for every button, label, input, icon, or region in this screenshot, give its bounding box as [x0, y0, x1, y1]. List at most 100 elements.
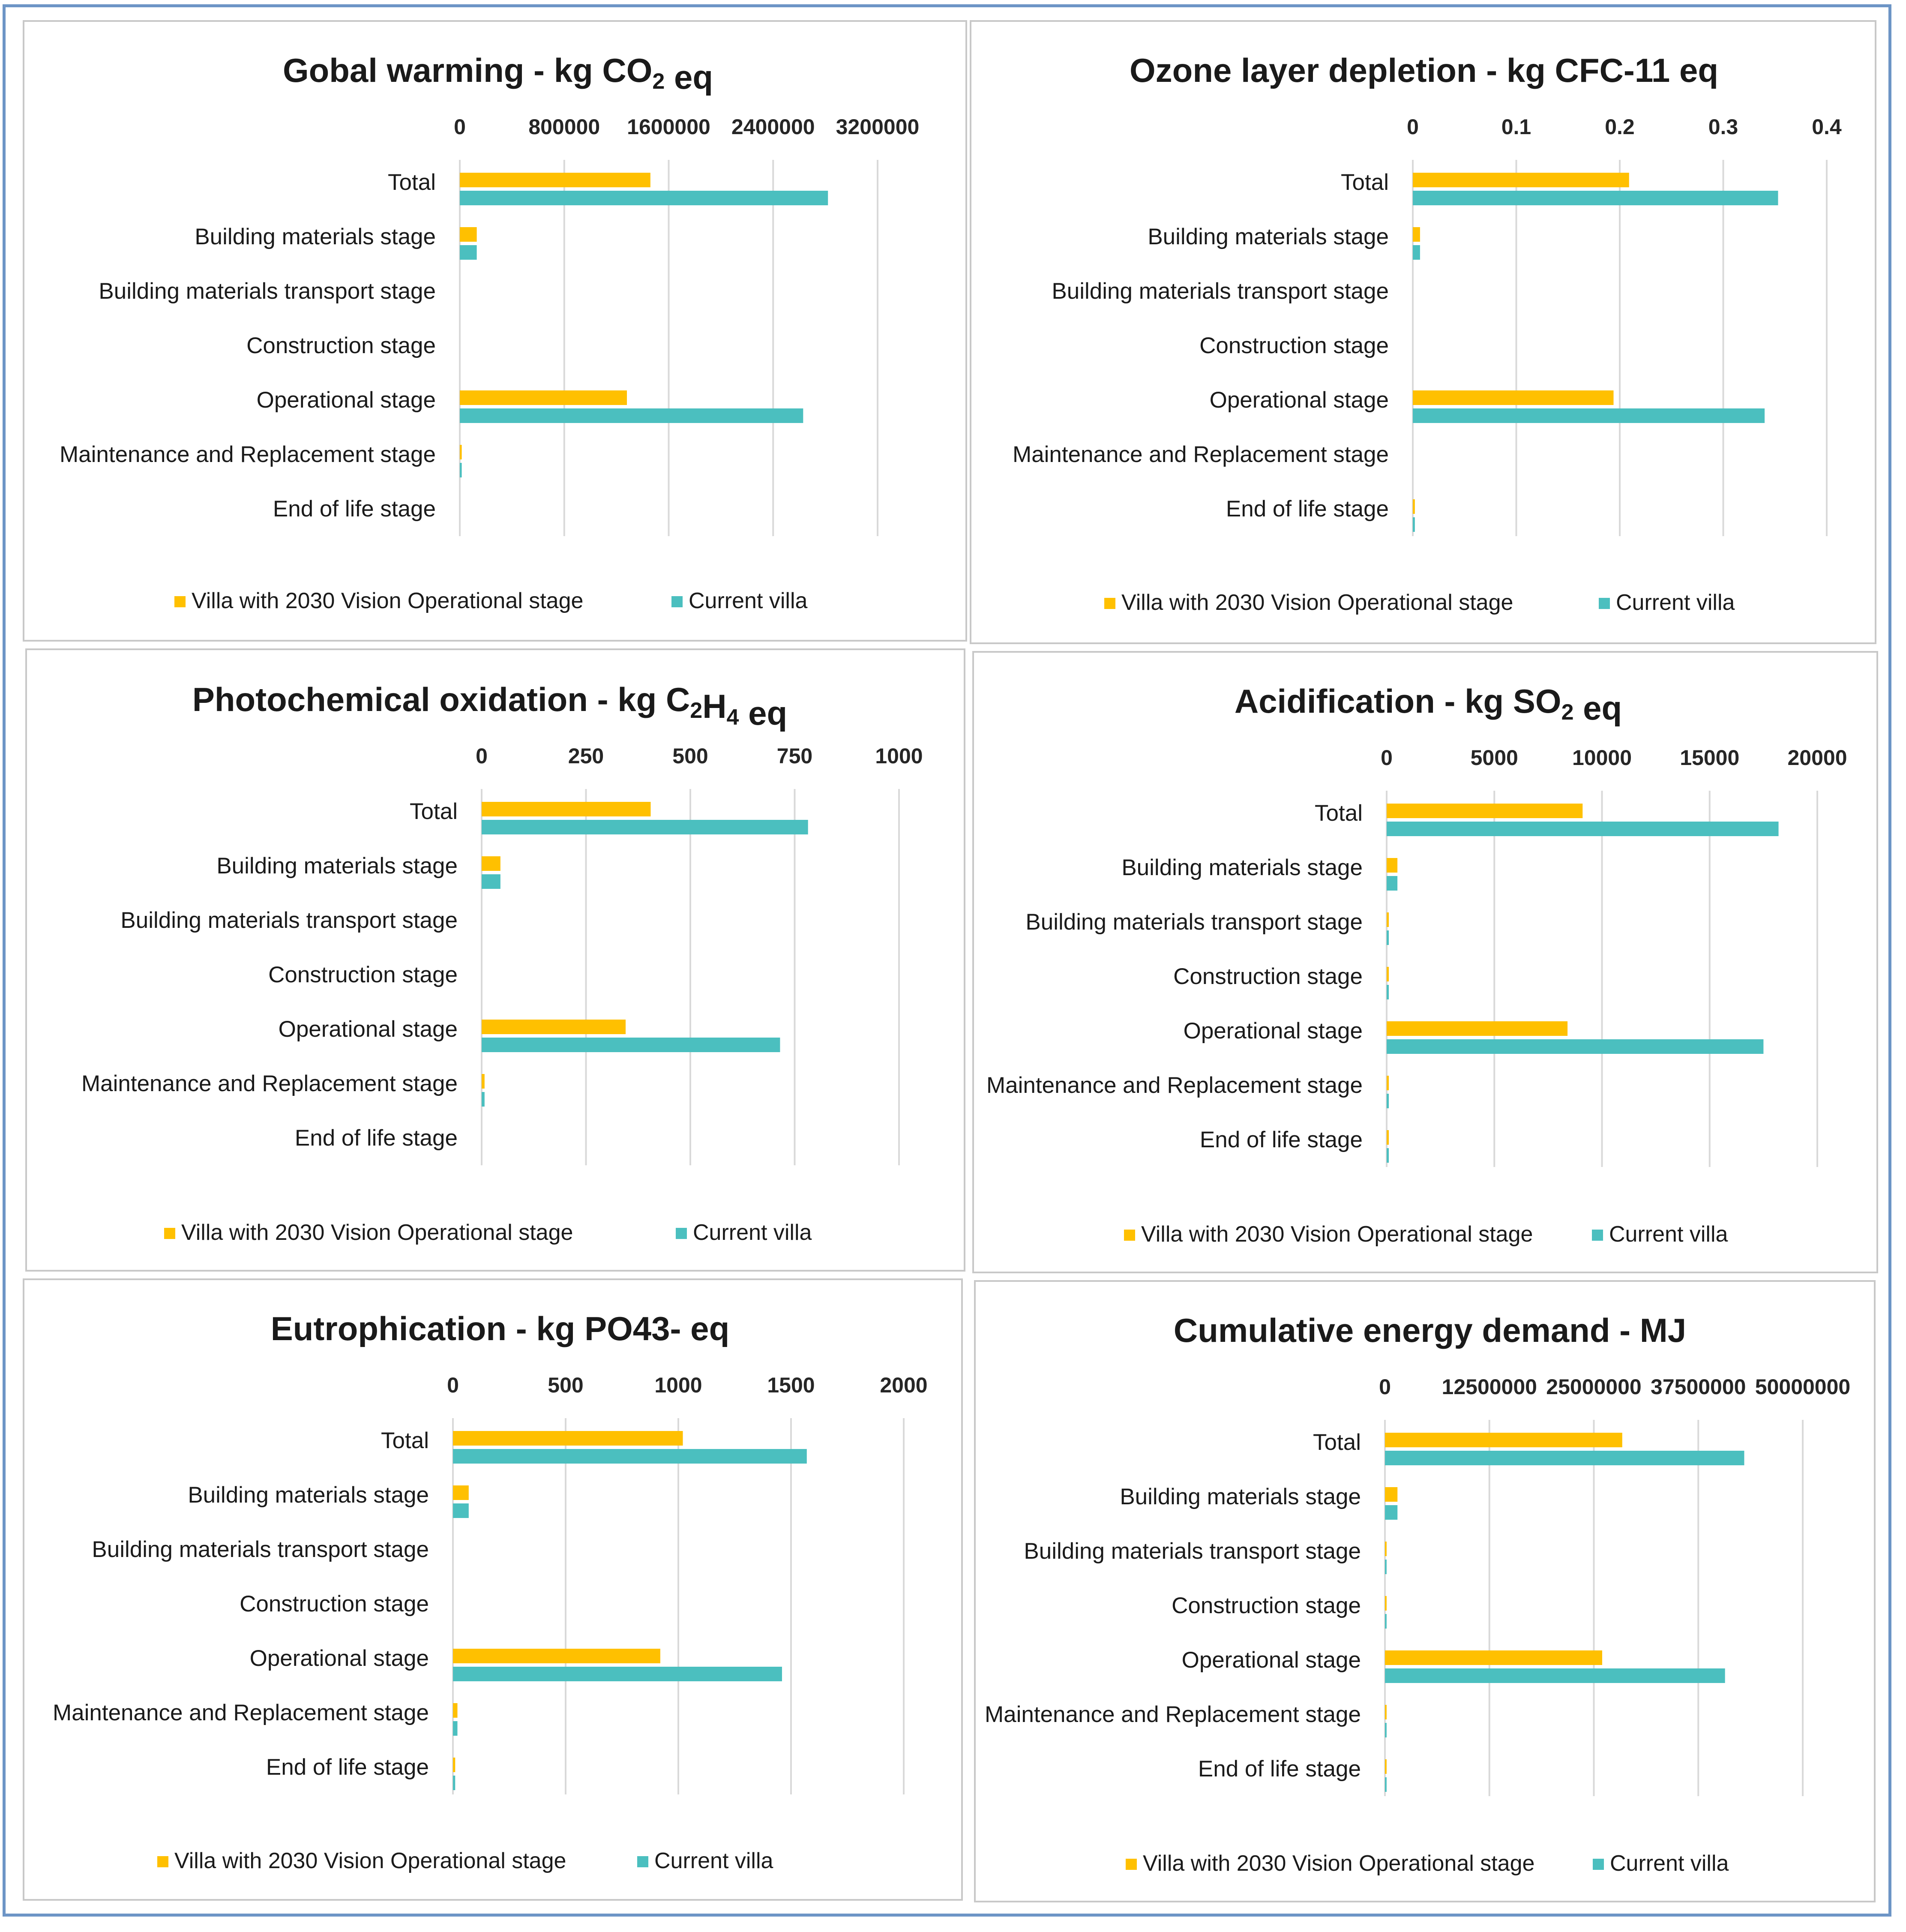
- tick-label: 1600000: [627, 115, 710, 139]
- category-label: Maintenance and Replacement stage: [53, 1700, 429, 1725]
- tick-label: 12500000: [1442, 1375, 1537, 1399]
- bar-vision: [1385, 1487, 1398, 1502]
- category-label: End of life stage: [266, 1755, 429, 1780]
- tick-label: 0: [1379, 1375, 1391, 1399]
- tick-label: 10000: [1572, 746, 1632, 770]
- legend-label-current: Current villa: [689, 588, 807, 613]
- bar-vision: [1413, 390, 1614, 405]
- bar-vision: [453, 1758, 456, 1772]
- chart-title: Gobal warming - kg CO2 eq: [283, 51, 713, 96]
- bar-vision: [460, 390, 627, 405]
- category-label: Operational stage: [257, 387, 436, 413]
- tick-label: 5000: [1471, 746, 1518, 770]
- bar-current: [1413, 245, 1420, 260]
- category-label: Maintenance and Replacement stage: [81, 1071, 458, 1096]
- chart-panel-global-warming: Gobal warming - kg CO2 eq 0 800000 1600000 2…: [23, 20, 967, 642]
- chart-acidification: Acidification - kg SO2 eq 0 5000 10000 15000…: [986, 682, 1847, 1247]
- bar-current: [453, 1503, 469, 1518]
- category-label: Construction stage: [246, 333, 436, 358]
- category-label: End of life stage: [273, 496, 436, 522]
- legend-swatch-vision: [1104, 598, 1115, 609]
- legend-swatch-vision: [164, 1228, 175, 1239]
- category-label: Building materials transport stage: [1025, 909, 1363, 935]
- category-label: Building materials transport stage: [99, 279, 436, 304]
- tick-label: 20000: [1787, 746, 1847, 770]
- bar-current: [482, 874, 500, 889]
- category-label: Maintenance and Replacement stage: [986, 1073, 1363, 1098]
- bar-current: [1387, 1094, 1389, 1108]
- category-label: Building materials stage: [195, 224, 436, 249]
- category-label: Total: [1315, 801, 1363, 826]
- bar-vision: [453, 1649, 660, 1663]
- bar-current: [1387, 985, 1389, 999]
- legend-swatch-current: [671, 596, 683, 607]
- legend-label-vision: Villa with 2030 Vision Operational stage: [181, 1220, 573, 1245]
- category-label: End of life stage: [1198, 1756, 1361, 1782]
- chart-panel-acidification: Acidification - kg SO2 eq 0 5000 10000 15000…: [972, 651, 1878, 1273]
- bar-current: [453, 1667, 782, 1681]
- category-label: Building materials stage: [1120, 1484, 1361, 1509]
- legend-swatch-current: [1593, 1859, 1604, 1870]
- bar-vision: [1385, 1596, 1387, 1611]
- chart-panel-photochemical-oxidation: Photochemical oxidation - kg C2H4 eq 0 250…: [25, 648, 965, 1272]
- chart-title: Eutrophication - kg PO43- eq: [271, 1310, 729, 1347]
- bar-current: [1413, 408, 1765, 423]
- tick-label: 3200000: [836, 115, 920, 139]
- bar-vision: [1387, 1021, 1568, 1036]
- legend-label-vision: Villa with 2030 Vision Operational stage: [1141, 1222, 1533, 1247]
- category-label: Total: [1341, 170, 1389, 195]
- bar-current: [460, 245, 477, 260]
- tick-label: 1000: [875, 744, 923, 768]
- chart-title: Ozone layer depletion - kg CFC-11 eq: [1130, 51, 1718, 89]
- bar-current: [1385, 1668, 1725, 1683]
- legend-label-current: Current villa: [693, 1220, 812, 1245]
- tick-label: 25000000: [1546, 1375, 1641, 1399]
- category-label: Construction stage: [1173, 964, 1363, 989]
- legend-swatch-current: [637, 1856, 648, 1867]
- category-label: Operational stage: [1184, 1018, 1363, 1044]
- category-label: Building materials stage: [216, 853, 458, 879]
- category-label: End of life stage: [1226, 496, 1389, 522]
- tick-label: 0: [454, 115, 466, 139]
- category-label: Building materials stage: [188, 1482, 429, 1508]
- chart-title: Cumulative energy demand - MJ: [1174, 1311, 1686, 1349]
- category-label: Construction stage: [268, 962, 458, 987]
- bar-vision: [460, 227, 477, 242]
- tick-label: 1000: [654, 1373, 702, 1397]
- category-label: Operational stage: [279, 1017, 458, 1042]
- legend-swatch-vision: [157, 1856, 168, 1867]
- chart-ozone-depletion: Ozone layer depletion - kg CFC-11 eq 0 0.1…: [1013, 51, 1842, 615]
- tick-label: 0.4: [1812, 115, 1842, 139]
- legend-label-current: Current villa: [1610, 1851, 1729, 1876]
- figure-frame: Gobal warming - kg CO2 eq 0 800000 1600000 2…: [3, 4, 1891, 1917]
- legend-swatch-current: [1592, 1230, 1603, 1241]
- chart-global-warming: Gobal warming - kg CO2 eq 0 800000 1600000 2…: [60, 51, 920, 613]
- bar-vision: [1387, 967, 1389, 981]
- category-label: Building materials stage: [1148, 224, 1389, 249]
- category-label: Building materials transport stage: [1024, 1539, 1361, 1564]
- bar-vision: [1387, 1130, 1389, 1145]
- tick-label: 1500: [767, 1373, 815, 1397]
- bar-current: [1387, 1148, 1389, 1163]
- chart-eutrophication: Eutrophication - kg PO43- eq 0 500 1000 1500…: [53, 1310, 928, 1873]
- bar-current: [482, 1038, 780, 1052]
- category-label: Maintenance and Replacement stage: [60, 442, 436, 467]
- bar-vision: [453, 1431, 683, 1446]
- bar-vision: [482, 1020, 626, 1034]
- tick-label: 500: [548, 1373, 583, 1397]
- bar-vision: [482, 1074, 485, 1089]
- legend-label-vision: Villa with 2030 Vision Operational stage: [1121, 590, 1513, 615]
- bar-current: [1387, 822, 1779, 836]
- category-label: End of life stage: [1200, 1127, 1363, 1152]
- bar-current: [1385, 1777, 1387, 1792]
- chart-cumulative-energy: Cumulative energy demand - MJ 0 12500000 25…: [985, 1311, 1850, 1876]
- chart-title: Photochemical oxidation - kg C2H4 eq: [192, 681, 787, 732]
- category-label: Total: [410, 799, 458, 824]
- category-label: Construction stage: [240, 1591, 429, 1617]
- category-label: Maintenance and Replacement stage: [985, 1702, 1361, 1727]
- legend-label-current: Current villa: [1616, 590, 1735, 615]
- legend-swatch-current: [676, 1228, 687, 1239]
- category-label: Construction stage: [1199, 333, 1389, 358]
- legend-swatch-vision: [1124, 1230, 1135, 1241]
- bar-current: [460, 191, 828, 205]
